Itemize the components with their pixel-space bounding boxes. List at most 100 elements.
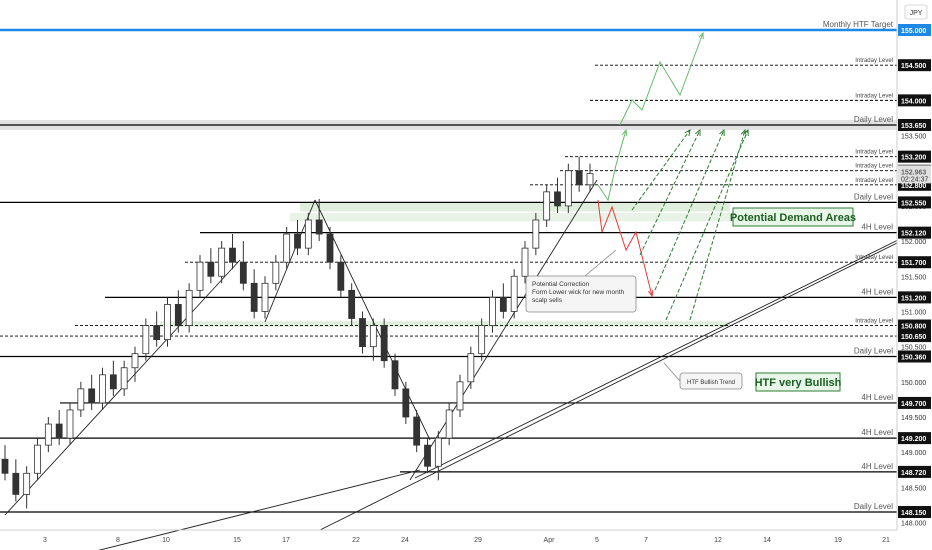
candle-body	[153, 325, 161, 341]
price-tag: 154.500	[901, 63, 926, 70]
price-tag-bg	[898, 506, 931, 518]
projection-arrow-head	[694, 128, 701, 137]
price-tag-bg	[898, 150, 931, 163]
level-label: Intraday Level	[855, 319, 893, 325]
time-tick: 24	[401, 537, 409, 544]
projection-arrows	[597, 31, 749, 321]
time-tick: 22	[352, 537, 360, 544]
current-price: 152.963	[901, 169, 926, 176]
time-tick: 21	[882, 537, 890, 544]
candle-body	[185, 289, 193, 326]
projection-arrow-head	[719, 128, 725, 137]
time-tick: 19	[834, 537, 842, 544]
time-tick: 10	[162, 537, 170, 544]
candle-body	[456, 381, 464, 411]
price-tag: 155.000	[901, 28, 926, 35]
time-scale: 3 8 10 15 17 22 24 29 Apr 5 7 12 14 19 21	[0, 529, 897, 544]
candle-body	[391, 360, 399, 390]
price-tag: 150.800	[901, 324, 926, 331]
price-tag-bg	[898, 118, 931, 131]
candle-body	[174, 304, 182, 326]
trend-line	[319, 242, 898, 531]
candle-body	[1, 458, 9, 474]
projection-path-head	[698, 31, 704, 40]
correction-path-head	[647, 289, 654, 298]
candle-body	[424, 444, 431, 467]
price-tick: 150.000	[901, 380, 926, 387]
price-tick: 151.000	[901, 309, 926, 316]
price-tag: 152.800	[901, 183, 926, 190]
candle-body	[445, 409, 453, 439]
price-tag: 150.360	[901, 354, 926, 361]
level-label: Daily Level	[854, 502, 893, 511]
projection-path	[597, 129, 627, 202]
price-tag: 151.700	[901, 260, 926, 267]
candle-body	[467, 353, 475, 383]
candle-body	[229, 247, 236, 263]
candle-body	[521, 247, 529, 277]
correction-callout-pointer	[584, 249, 617, 277]
candle-body	[554, 191, 561, 207]
candle-body	[250, 282, 258, 312]
price-tick: 149.500	[901, 415, 926, 422]
projection-arrow	[665, 129, 749, 321]
candle-body	[44, 423, 52, 446]
candle-body	[294, 233, 301, 249]
candle-body	[434, 437, 442, 467]
candle-body	[369, 325, 377, 348]
countdown: 02:24:37	[901, 176, 928, 183]
level-label: Intraday Level	[855, 255, 893, 261]
demand-zone	[160, 321, 730, 327]
price-tag-bg	[898, 330, 931, 343]
correction-callout	[525, 275, 637, 313]
time-tick: 17	[282, 537, 290, 544]
correction-callout-line: Form Lower wick for new month	[532, 289, 624, 296]
level-label: 4H Level	[861, 428, 893, 437]
projection-path-head	[621, 128, 628, 137]
projection-arrow	[689, 129, 746, 321]
price-tag-bg	[898, 465, 931, 478]
price-tag-bg	[898, 59, 931, 72]
level-label: Intraday Level	[855, 58, 893, 64]
price-tick: 148.500	[901, 485, 926, 492]
candle-body	[402, 388, 410, 418]
level-label: Monthly HTF Target	[823, 20, 894, 29]
time-tick: 14	[763, 537, 771, 544]
candles	[1, 156, 594, 509]
price-tag-bg	[898, 256, 931, 269]
candle-body	[304, 219, 312, 249]
time-tick: 8	[116, 537, 120, 544]
price-tag: 150.650	[901, 334, 926, 341]
candle-body	[532, 219, 540, 249]
candle-body	[337, 261, 345, 291]
price-scale: JPY 148.000 148.500 149.000 149.500 150.000 15…	[896, 0, 932, 550]
current-price-bg	[898, 165, 931, 184]
price-tag: 149.700	[901, 401, 926, 408]
candle-body	[359, 318, 366, 348]
level-label: Daily Level	[854, 346, 893, 355]
candle-body	[326, 233, 334, 263]
correction-path	[597, 199, 653, 297]
level-label: Intraday Level	[855, 150, 893, 156]
candle-body	[131, 353, 139, 369]
price-tick: 149.000	[901, 450, 926, 457]
price-tag: 154.000	[901, 98, 926, 105]
correction-callout-line: Potential Correction	[532, 281, 589, 288]
price-tick: 152.000	[901, 239, 926, 246]
candle-body	[239, 261, 247, 284]
candle-body	[575, 170, 583, 186]
time-tick: 29	[474, 537, 482, 544]
price-tag: 149.200	[901, 436, 926, 443]
projection-arrow	[631, 129, 691, 211]
candle-body	[109, 374, 117, 390]
level-label: 4H Level	[861, 287, 893, 296]
candle-body	[261, 282, 269, 312]
candle-body	[510, 275, 518, 312]
level-label: 4H Level	[861, 393, 893, 402]
demand-box-label: Potential Demand Areas	[730, 212, 856, 224]
price-tag-bg	[898, 24, 931, 36]
projection-arrow	[654, 129, 725, 291]
demand-zone	[300, 202, 730, 212]
price-tick: 151.500	[901, 274, 926, 281]
candle-body	[586, 173, 594, 186]
